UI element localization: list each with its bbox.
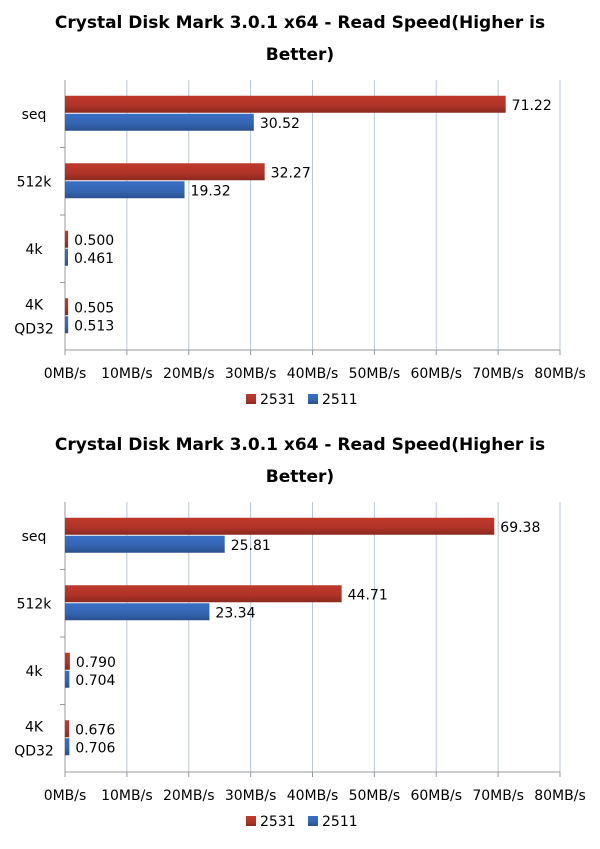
bar-2531 — [65, 517, 495, 535]
category-label: QD32 — [14, 743, 54, 759]
bar-2511 — [65, 248, 68, 266]
x-tick-label: 30MB/s — [225, 366, 277, 382]
bar-2511 — [65, 535, 225, 553]
x-tick-label: 50MB/s — [349, 788, 401, 804]
category-label: 4K — [25, 719, 44, 735]
x-tick-label: 80MB/s — [534, 366, 586, 382]
chart-lower: Crystal Disk Mark 3.0.1 x64 - Read Speed… — [0, 422, 600, 842]
data-label: 69.38 — [500, 520, 540, 536]
data-label: 0.513 — [74, 318, 114, 334]
legend-label: 2531 — [260, 392, 296, 408]
legend-label: 2511 — [322, 814, 358, 830]
x-tick-label: 20MB/s — [163, 366, 215, 382]
legend-label: 2511 — [322, 392, 358, 408]
x-tick-label: 80MB/s — [534, 788, 586, 804]
legend-label: 2531 — [260, 814, 296, 830]
chart-lower-svg: Crystal Disk Mark 3.0.1 x64 - Read Speed… — [14, 435, 586, 830]
chart-title-line: Crystal Disk Mark 3.0.1 x64 - Read Speed… — [55, 13, 545, 33]
chart-upper: Crystal Disk Mark 3.0.1 x64 - Read Speed… — [0, 0, 600, 420]
bar-2511 — [65, 738, 70, 756]
category-label: 512k — [17, 174, 53, 190]
data-label: 44.71 — [348, 587, 388, 603]
data-label: 0.676 — [75, 722, 115, 738]
data-label: 0.500 — [74, 233, 114, 249]
legend-swatch-2511 — [308, 816, 318, 826]
chart-title-line: Better) — [266, 467, 334, 487]
chart-title-line: Better) — [266, 45, 334, 65]
data-label: 0.704 — [75, 673, 115, 689]
data-label: 0.706 — [75, 740, 115, 756]
data-label: 32.27 — [271, 165, 311, 181]
bar-2531 — [65, 230, 69, 248]
bar-2511 — [65, 181, 185, 199]
category-label: 4K — [25, 297, 44, 313]
chart-title-line: Crystal Disk Mark 3.0.1 x64 - Read Speed… — [55, 435, 545, 455]
bar-2531 — [65, 163, 265, 181]
x-tick-label: 40MB/s — [287, 788, 339, 804]
data-label: 19.32 — [191, 183, 231, 199]
category-label: 512k — [17, 596, 53, 612]
bar-2531 — [65, 298, 69, 316]
bar-2511 — [65, 113, 254, 131]
chart-upper-svg: Crystal Disk Mark 3.0.1 x64 - Read Speed… — [14, 13, 586, 408]
legend-swatch-2511 — [308, 394, 318, 404]
data-label: 30.52 — [260, 116, 300, 132]
x-tick-label: 20MB/s — [163, 788, 215, 804]
x-tick-label: 60MB/s — [410, 366, 462, 382]
x-tick-label: 50MB/s — [349, 366, 401, 382]
x-tick-label: 10MB/s — [101, 366, 153, 382]
x-tick-label: 30MB/s — [225, 788, 277, 804]
category-label: seq — [22, 107, 47, 123]
data-label: 0.790 — [76, 655, 116, 671]
category-label: QD32 — [14, 321, 54, 337]
category-label: seq — [22, 529, 47, 545]
bar-2511 — [65, 603, 210, 621]
x-tick-label: 40MB/s — [287, 366, 339, 382]
x-tick-label: 0MB/s — [44, 788, 87, 804]
bar-2511 — [65, 670, 70, 688]
x-tick-label: 70MB/s — [472, 366, 524, 382]
x-tick-label: 60MB/s — [410, 788, 462, 804]
bar-2531 — [65, 585, 342, 603]
category-label: 4k — [25, 242, 43, 258]
legend-swatch-2531 — [246, 816, 256, 826]
x-tick-label: 70MB/s — [472, 788, 524, 804]
data-label: 0.505 — [74, 300, 114, 316]
x-tick-label: 0MB/s — [44, 366, 87, 382]
bar-2531 — [65, 720, 70, 738]
bar-2531 — [65, 652, 70, 670]
legend-swatch-2531 — [246, 394, 256, 404]
data-label: 23.34 — [215, 605, 255, 621]
data-label: 0.461 — [74, 251, 114, 267]
x-tick-label: 10MB/s — [101, 788, 153, 804]
data-label: 25.81 — [231, 538, 271, 554]
bar-2531 — [65, 95, 506, 113]
bar-2511 — [65, 316, 69, 334]
data-label: 71.22 — [512, 98, 552, 114]
category-label: 4k — [25, 664, 43, 680]
